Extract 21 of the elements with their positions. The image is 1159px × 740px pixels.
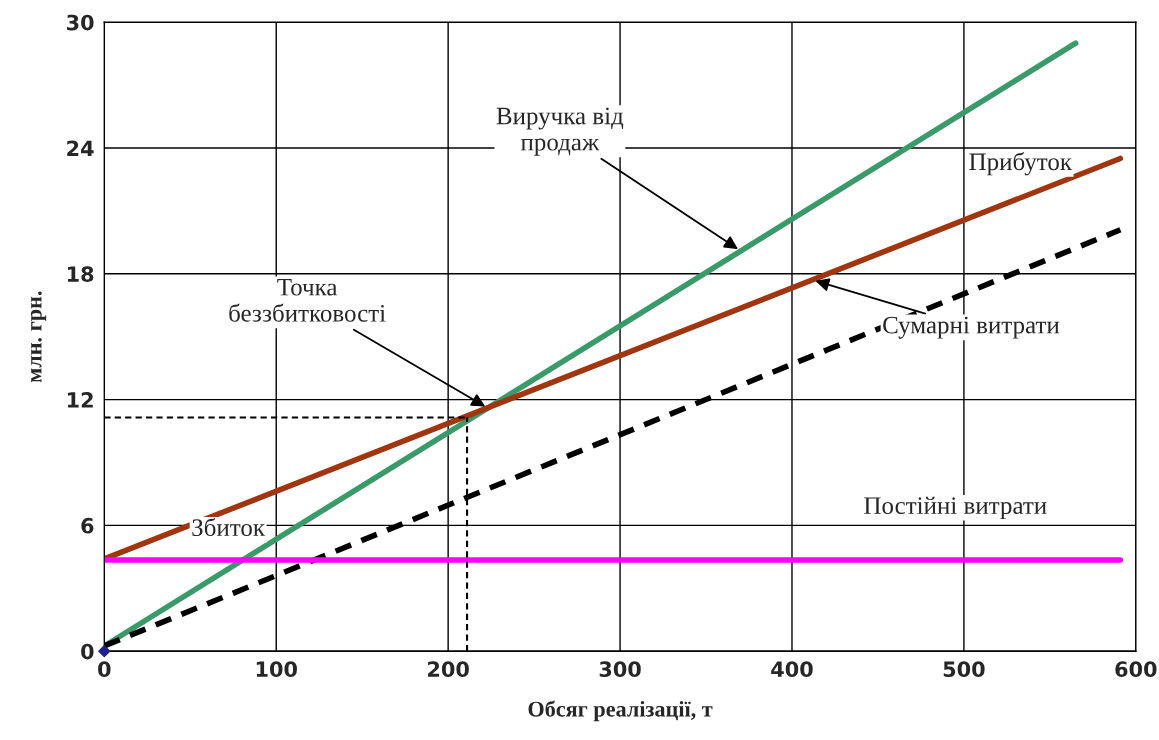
x-tick-label: 400 bbox=[771, 661, 813, 678]
y-tick-label: 30 bbox=[66, 14, 94, 31]
annotation: Виручка від продаж bbox=[496, 107, 624, 156]
annotation: Сумарні витрати bbox=[883, 316, 1060, 339]
y-tick-label: 24 bbox=[67, 140, 94, 156]
y-tick-label: 0 bbox=[81, 643, 94, 660]
y-tick-label: 12 bbox=[67, 392, 93, 408]
x-axis-title: Обсяг реалізації, т bbox=[528, 700, 713, 722]
annotation: Прибуток bbox=[969, 152, 1073, 176]
y-axis-title: млн. грн. bbox=[30, 291, 47, 383]
x-tick-label: 0 bbox=[98, 661, 111, 678]
x-tick-label: 200 bbox=[428, 661, 469, 678]
x-tick-label: 100 bbox=[256, 661, 297, 678]
x-tick-label: 300 bbox=[599, 661, 641, 678]
x-tick-label: 600 bbox=[1115, 661, 1157, 678]
annotation: Постійні витрати bbox=[864, 496, 1047, 520]
x-tick-label: 500 bbox=[943, 661, 985, 678]
annotation: Точка беззбитковості bbox=[229, 279, 386, 322]
annotation: Збиток bbox=[192, 517, 266, 537]
y-tick-label: 18 bbox=[67, 266, 94, 283]
y-tick-label: 6 bbox=[81, 517, 94, 534]
